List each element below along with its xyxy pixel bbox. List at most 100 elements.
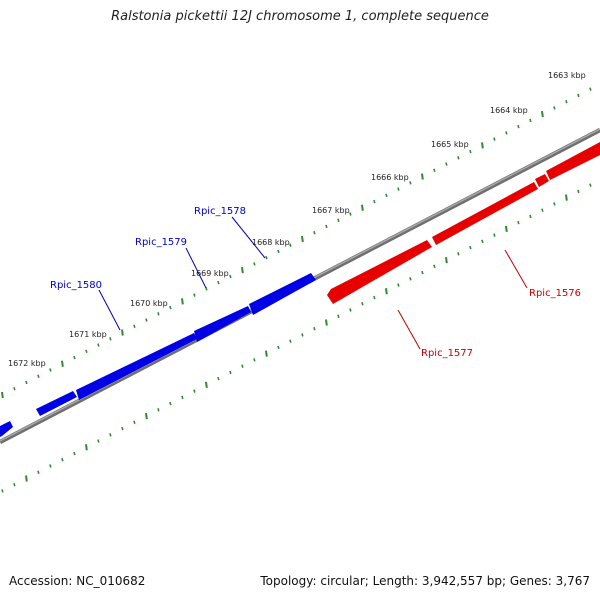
minor-tick xyxy=(469,245,472,250)
gene-arrow-reverse[interactable] xyxy=(546,142,600,180)
forward-genes xyxy=(0,273,316,437)
gene-arrow-forward[interactable] xyxy=(249,273,316,315)
minor-tick xyxy=(349,308,352,312)
gene-arrow-reverse[interactable] xyxy=(327,240,432,304)
minor-tick xyxy=(589,183,592,187)
minor-tick xyxy=(253,262,256,266)
minor-tick xyxy=(97,343,100,347)
minor-tick xyxy=(109,433,112,437)
minor-tick xyxy=(157,312,160,316)
minor-tick xyxy=(337,218,340,222)
minor-tick xyxy=(577,189,580,194)
minor-tick xyxy=(85,349,88,353)
major-tick xyxy=(541,111,544,118)
gene-arrow-forward[interactable] xyxy=(0,421,13,437)
major-tick xyxy=(565,194,568,201)
reverse-genes xyxy=(327,142,600,304)
minor-tick xyxy=(577,93,580,98)
scale-label: 1669 kbp xyxy=(191,269,229,278)
minor-tick xyxy=(493,233,496,237)
minor-tick xyxy=(133,420,136,425)
gene-leader-lines xyxy=(98,216,528,350)
major-tick xyxy=(241,267,244,274)
minor-tick xyxy=(253,358,256,362)
gene-label-rpic-1576[interactable]: Rpic_1576 xyxy=(529,288,581,299)
scale-label: 1671 kbp xyxy=(69,330,107,339)
minor-tick xyxy=(517,124,520,129)
minor-tick xyxy=(373,295,376,300)
minor-tick xyxy=(25,380,28,385)
minor-tick xyxy=(457,252,460,256)
major-tick xyxy=(301,235,304,243)
minor-tick xyxy=(529,118,532,123)
minor-tick xyxy=(109,337,112,341)
gene-arrow-forward[interactable] xyxy=(76,333,197,400)
minor-tick xyxy=(229,370,232,375)
gene-arrow-forward[interactable] xyxy=(36,391,77,416)
major-tick xyxy=(1,391,4,399)
minor-tick xyxy=(61,458,64,462)
major-tick xyxy=(61,360,64,367)
major-tick xyxy=(481,142,484,149)
minor-tick xyxy=(73,355,76,360)
major-tick xyxy=(145,412,148,420)
minor-tick xyxy=(13,387,16,391)
minor-tick xyxy=(325,224,328,229)
scale-label: 1672 kbp xyxy=(8,359,46,368)
minor-tick xyxy=(409,277,412,281)
minor-tick xyxy=(421,270,424,275)
minor-tick xyxy=(169,401,172,406)
scale-label: 1668 kbp xyxy=(252,238,290,247)
minor-tick xyxy=(37,470,40,474)
outer-scale-track xyxy=(1,87,592,399)
minor-tick xyxy=(541,208,544,212)
minor-tick xyxy=(277,249,280,254)
scale-label: 1664 kbp xyxy=(490,106,528,115)
major-tick xyxy=(265,350,268,357)
accession-text: Accession: NC_010682 xyxy=(9,574,146,588)
gene-label-rpic-1577[interactable]: Rpic_1577 xyxy=(421,348,473,359)
gene-arrow-forward[interactable] xyxy=(194,306,251,342)
major-tick xyxy=(421,173,424,180)
minor-tick xyxy=(565,99,568,104)
minor-tick xyxy=(301,333,304,337)
inner-scale-track xyxy=(1,183,592,493)
major-tick xyxy=(181,298,184,305)
minor-tick xyxy=(97,439,100,443)
minor-tick xyxy=(409,181,412,185)
minor-tick xyxy=(193,293,196,297)
minor-tick xyxy=(229,274,232,279)
minor-tick xyxy=(145,318,148,322)
minor-tick xyxy=(553,202,556,206)
minor-tick xyxy=(13,483,16,487)
minor-tick xyxy=(217,280,220,285)
minor-tick xyxy=(397,283,400,287)
minor-tick xyxy=(481,239,484,244)
major-tick xyxy=(85,444,88,451)
minor-tick xyxy=(49,368,52,372)
major-tick xyxy=(25,475,28,482)
minor-tick xyxy=(277,345,280,350)
minor-tick xyxy=(337,314,340,318)
minor-tick xyxy=(397,187,400,191)
minor-tick xyxy=(529,214,532,219)
minor-tick xyxy=(373,199,376,204)
gene-label-rpic-1580[interactable]: Rpic_1580 xyxy=(50,280,102,291)
minor-tick xyxy=(133,324,136,329)
gene-label-rpic-1578[interactable]: Rpic_1578 xyxy=(194,206,246,217)
gene-arrow-reverse[interactable] xyxy=(535,174,549,187)
minor-tick xyxy=(289,339,292,343)
minor-tick xyxy=(241,364,244,368)
minor-tick xyxy=(193,389,196,393)
minor-tick xyxy=(157,408,160,412)
major-tick xyxy=(385,288,388,295)
major-tick xyxy=(121,329,124,336)
gene-label-rpic-1579[interactable]: Rpic_1579 xyxy=(135,237,187,248)
map-title: Ralstonia pickettii 12J chromosome 1, co… xyxy=(111,9,489,24)
minor-tick xyxy=(1,489,4,493)
minor-tick xyxy=(361,302,364,306)
minor-tick xyxy=(121,426,124,431)
gene-arrow-reverse[interactable] xyxy=(432,182,538,245)
minor-tick xyxy=(433,168,436,173)
